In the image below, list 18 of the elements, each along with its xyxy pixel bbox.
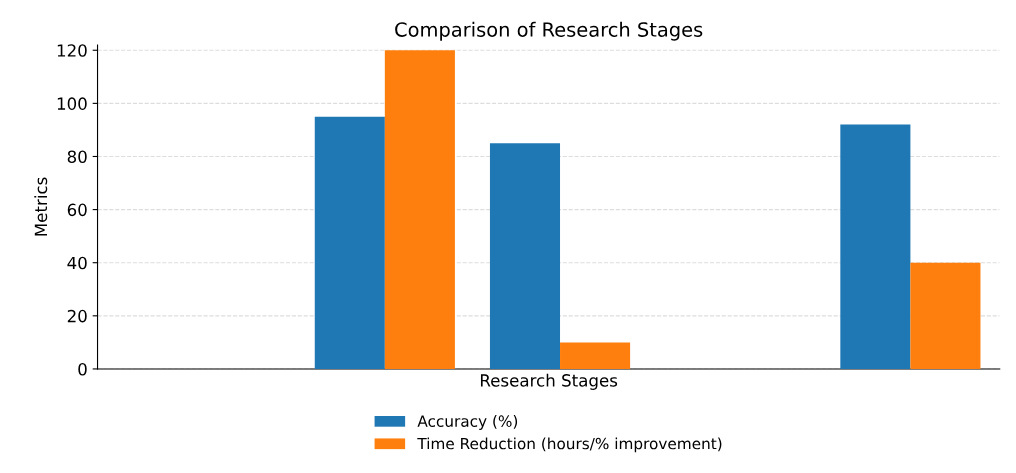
y-tick-label: 120 xyxy=(57,44,87,57)
bar xyxy=(489,143,561,369)
y-tick-label: 40 xyxy=(67,256,87,270)
y-tick-label: 100 xyxy=(57,97,87,110)
bar xyxy=(560,342,631,369)
bar xyxy=(384,50,455,369)
legend-label: Accuracy (%) xyxy=(417,415,518,430)
legend-label: Time Reduction (hours/% improvement) xyxy=(417,437,722,453)
bar xyxy=(840,124,911,369)
x-axis-title: Research Stages xyxy=(480,373,618,390)
chart-title: Comparison of Research Stages xyxy=(395,21,703,41)
y-tick-label: 80 xyxy=(67,150,87,164)
y-tick-label: 0 xyxy=(78,362,87,376)
bar xyxy=(910,262,981,369)
y-tick-label: 60 xyxy=(67,203,87,217)
y-axis-title: Metrics xyxy=(34,177,48,236)
bar xyxy=(314,116,385,369)
y-tick-label: 20 xyxy=(67,309,87,323)
